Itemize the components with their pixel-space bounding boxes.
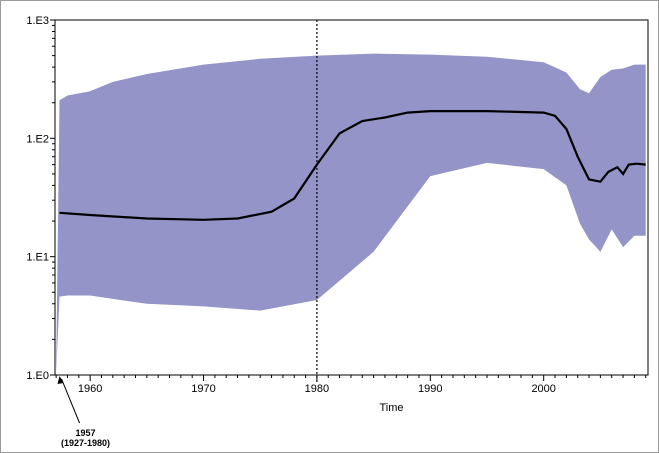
confidence-band: [56, 53, 646, 375]
y-tick-label: 1.E1: [26, 252, 49, 264]
annotation-label: 1957: [76, 428, 96, 438]
y-tick-label: 1.E3: [26, 15, 49, 27]
x-axis-label: Time: [379, 402, 403, 414]
annotation: 1957(1927-1980): [57, 376, 110, 448]
x-tick-label: 1990: [418, 383, 442, 395]
y-tick-label: 1.E0: [26, 370, 49, 382]
y-tick-label: 1.E2: [26, 133, 49, 145]
x-axis: 1960 1970 1980 1990 2000: [55, 375, 647, 395]
median-line: [59, 110, 646, 221]
annotation-arrow: [61, 378, 80, 424]
plot-area-border: [54, 19, 649, 376]
x-tick-label: 2000: [531, 383, 555, 395]
x-tick-label: 1970: [191, 383, 215, 395]
x-tick-label: 1960: [78, 383, 102, 395]
y-axis: 1.E0 1.E1 1.E2 1.E3: [26, 15, 55, 382]
annotation-arrowhead: [57, 376, 64, 384]
x-tick-label: 1980: [305, 383, 329, 395]
annotation-label: (1927-1980): [61, 438, 110, 448]
